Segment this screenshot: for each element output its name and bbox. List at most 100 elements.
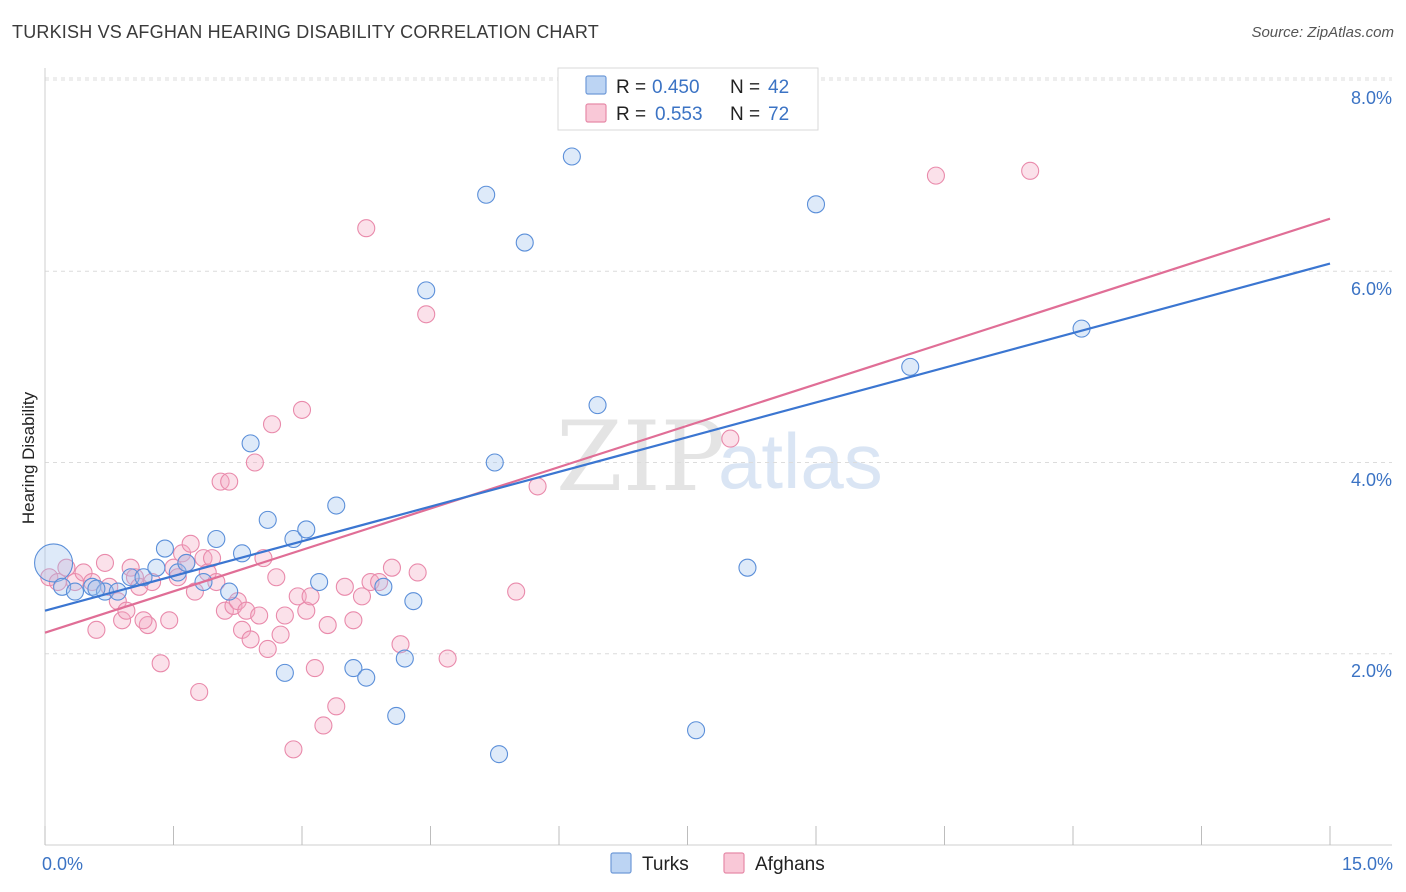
turks-point-25 <box>374 577 393 596</box>
afghans-point-64 <box>438 649 457 668</box>
y-tick-label-4: 4.0% <box>1351 470 1392 490</box>
turks-point-9 <box>155 539 174 558</box>
watermark-zip: ZIP <box>556 401 725 513</box>
turks-point-38 <box>806 195 826 214</box>
turks-point-30 <box>477 185 496 204</box>
turks-point-26 <box>387 706 406 725</box>
turks-point-0 <box>34 543 74 583</box>
afghans-point-39 <box>250 606 269 625</box>
turks-point-17 <box>258 510 277 529</box>
y-tick-labels: 8.0% 6.0% 4.0% 2.0% <box>1351 88 1392 681</box>
afghans-point-25 <box>190 682 209 702</box>
afghans-point-68 <box>926 166 945 185</box>
y-tick-label-2: 2.0% <box>1351 661 1392 681</box>
turks-point-13 <box>207 529 226 549</box>
afghans-point-57 <box>357 219 376 238</box>
afghans-point-42 <box>262 415 282 434</box>
afghans-point-56 <box>352 587 372 606</box>
afghans-point-69 <box>1021 161 1040 180</box>
turks-point-29 <box>417 281 436 300</box>
afghans-point-38 <box>245 453 264 472</box>
legend-swatch-turks <box>585 75 607 95</box>
turks-point-14 <box>220 582 239 601</box>
legend-swatch-afghans <box>585 103 607 123</box>
turks-point-21 <box>310 572 329 592</box>
afghans-point-53 <box>327 697 346 716</box>
turks-point-22 <box>327 496 346 515</box>
legend-n-label-turks: N = <box>730 77 760 98</box>
afghans-point-46 <box>288 587 307 606</box>
afghans-point-31 <box>215 601 234 620</box>
y-tick-label-8: 8.0% <box>1351 88 1392 108</box>
afghans-point-52 <box>318 616 337 635</box>
legend-n-label-afghans: N = <box>730 104 760 125</box>
turks-point-2 <box>65 582 85 601</box>
legend-n-value-turks: 42 <box>768 77 789 98</box>
series-legend: Turks Afghans <box>610 852 825 875</box>
turks-trend-line <box>44 262 1331 612</box>
afghans-point-62 <box>408 563 427 582</box>
afghans-point-10 <box>113 611 132 630</box>
afghans-point-50 <box>305 659 324 678</box>
turks-point-16 <box>241 434 260 453</box>
afghans-point-32 <box>220 472 239 491</box>
afghans-point-18 <box>160 611 179 630</box>
afghans-point-67 <box>721 429 740 448</box>
bottom-legend-swatch-turks <box>610 852 632 874</box>
afghans-point-11 <box>117 601 136 620</box>
turks-point-32 <box>489 745 509 764</box>
turks-point-31 <box>485 453 504 472</box>
afghans-point-6 <box>87 620 106 639</box>
turks-point-8 <box>147 558 166 577</box>
turks-point-7 <box>134 568 153 587</box>
afghans-points <box>40 161 1040 759</box>
y-tick-label-6: 6.0% <box>1351 279 1392 299</box>
afghans-point-63 <box>417 305 436 324</box>
x-tick-label-min: 0.0% <box>42 854 83 874</box>
legend-r-value-turks: 0.450 <box>652 77 700 98</box>
afghans-point-23 <box>181 534 200 553</box>
bottom-legend-swatch-afghans <box>723 852 745 874</box>
chart-title: TURKISH VS AFGHAN HEARING DISABILITY COR… <box>12 22 599 42</box>
watermark-atlas: atlas <box>718 417 883 505</box>
watermark: ZIP atlas <box>556 401 883 513</box>
afghans-point-60 <box>382 558 402 577</box>
turks-point-6 <box>121 568 140 587</box>
turks-point-11 <box>177 553 196 572</box>
bottom-legend-label-turks: Turks <box>642 854 689 875</box>
bottom-legend-label-afghans: Afghans <box>755 854 825 875</box>
turks-point-35 <box>588 396 607 415</box>
afghans-point-51 <box>314 716 333 735</box>
x-tick-label-max: 15.0% <box>1342 854 1393 874</box>
afghans-point-54 <box>335 577 354 596</box>
turks-point-18 <box>275 663 294 682</box>
afghans-point-43 <box>267 568 286 587</box>
source-label: Source: ZipAtlas.com <box>1251 24 1394 41</box>
afghans-point-17 <box>151 654 170 673</box>
afghans-point-61 <box>391 635 410 654</box>
afghans-point-65 <box>507 582 526 601</box>
afghans-point-70 <box>134 611 153 630</box>
turks-point-28 <box>404 592 423 611</box>
x-axis-ticks <box>44 826 1331 845</box>
afghans-point-45 <box>284 740 303 759</box>
turks-point-20 <box>297 520 316 539</box>
afghans-point-47 <box>292 400 312 419</box>
turks-point-37 <box>738 558 757 577</box>
afghans-point-66 <box>528 477 547 496</box>
turks-point-27 <box>395 649 414 668</box>
turks-point-33 <box>515 233 534 252</box>
legend-r-label-afghans: R = <box>616 104 646 125</box>
afghans-point-71 <box>271 625 290 644</box>
y-axis-label: Hearing Disability <box>19 391 38 524</box>
afghans-point-55 <box>344 611 363 630</box>
turks-point-36 <box>687 721 706 740</box>
afghans-point-49 <box>301 587 320 606</box>
turks-point-34 <box>562 147 581 166</box>
afghans-trend-line <box>44 217 1331 634</box>
turks-point-23 <box>344 659 363 678</box>
turks-point-39 <box>901 357 920 376</box>
legend-r-value-afghans: 0.553 <box>655 104 703 125</box>
afghans-point-12 <box>121 558 140 577</box>
